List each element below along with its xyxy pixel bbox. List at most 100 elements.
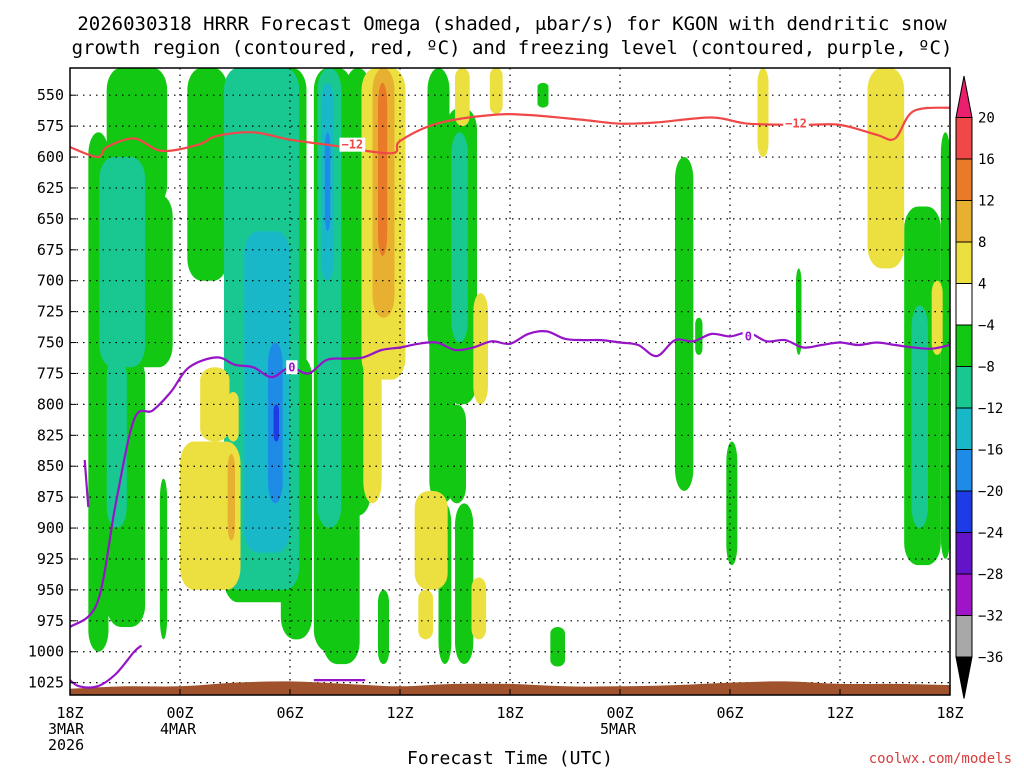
colorbar-bin-9	[955, 449, 973, 492]
freezing-label-1-bg	[286, 360, 298, 375]
omega-area-40	[227, 392, 239, 442]
freezing-level-contour	[70, 330, 950, 628]
omega-area-52	[227, 453, 235, 541]
y-tick-label-750: 750	[37, 334, 64, 352]
omega-area-45	[471, 577, 487, 640]
colorbar-bin-bottom-arrow	[955, 656, 973, 699]
y-tick-label-900: 900	[37, 519, 64, 537]
omega-area-20	[675, 157, 694, 491]
colorbar-label-1: 16	[978, 152, 995, 168]
colorbar-bin-6	[955, 324, 973, 367]
colorbar-label-6: −8	[978, 360, 995, 376]
omega-area-5	[187, 68, 228, 281]
colorbar-bin-7	[955, 366, 973, 409]
freezing-contour-small	[83, 459, 90, 508]
y-tick-label-575: 575	[37, 117, 64, 135]
y-tick-label-675: 675	[37, 241, 64, 259]
omega-area-31	[911, 305, 928, 529]
y-tick-label-1000: 1000	[28, 643, 64, 661]
x-tick-label-18-0: 12Z	[386, 704, 413, 722]
colorbar-label-2: 12	[978, 194, 995, 210]
omega-area-16	[455, 503, 474, 665]
omega-area-38	[363, 305, 382, 504]
omega-area-42	[414, 490, 448, 590]
colorbar-label-4: 4	[978, 277, 986, 293]
omega-area-41	[200, 367, 230, 442]
colorbar-label-5: −4	[978, 318, 995, 334]
y-tick-label-800: 800	[37, 395, 64, 413]
y-tick-label-600: 600	[37, 148, 64, 166]
colorbar-bin-12	[955, 573, 973, 616]
x-tick-label-42-0: 12Z	[826, 704, 853, 722]
omega-area-15	[447, 404, 466, 504]
omega-area-49	[867, 68, 905, 269]
grid-lines	[70, 68, 950, 695]
y-tick-label-625: 625	[37, 179, 64, 197]
y-tick-label-700: 700	[37, 272, 64, 290]
colorbar-label-3: 8	[978, 235, 986, 251]
y-tick-label-825: 825	[37, 426, 64, 444]
omega-area-22	[726, 441, 738, 566]
freezing-label-2: 0	[745, 329, 752, 343]
dgz-contour-minus12	[70, 106, 950, 159]
dgz-label-2: −12	[785, 117, 807, 131]
freezing-contour-bottom	[70, 644, 143, 689]
colorbar: 20 16 12 8 4 −4 −8 −12 −16 −20 −24 −28 −32 −36	[955, 75, 1003, 699]
x-tick-label-30-0: 00Z	[606, 704, 633, 722]
omega-area-35	[324, 132, 331, 232]
omega-area-48	[757, 68, 769, 158]
colorbar-bin-4	[955, 241, 973, 284]
colorbar-bin-3	[955, 200, 973, 243]
omega-area-43	[418, 589, 433, 640]
colorbar-label-13: −36	[978, 650, 1003, 666]
omega-area-36	[273, 404, 279, 442]
colorbar-bin-top-arrow	[955, 75, 973, 118]
credit-text: coolwx.com/models	[869, 751, 1012, 767]
omega-area-32	[244, 231, 290, 553]
omega-area-53	[378, 82, 388, 256]
omega-area-26	[99, 157, 146, 368]
colorbar-bin-11	[955, 532, 973, 575]
colorbar-bin-8	[955, 407, 973, 450]
y-tick-label-925: 925	[37, 550, 64, 568]
y-tick-label-875: 875	[37, 488, 64, 506]
x-tick-label-0-2: 2026	[48, 736, 84, 754]
omega-area-18	[537, 82, 549, 108]
x-tick-label-48-0: 18Z	[936, 704, 963, 722]
colorbar-label-12: −32	[978, 609, 1003, 625]
chart-title-line-2: growth region (contoured, red, ºC) and f…	[72, 37, 953, 59]
x-tick-label-6-1: 4MAR	[160, 720, 197, 738]
colorbar-bin-5	[955, 283, 973, 326]
omega-shading	[88, 68, 950, 667]
x-tick-label-0-1: 3MAR	[48, 720, 85, 738]
y-tick-label-975: 975	[37, 612, 64, 630]
contour-lines: −12 −12 0 0	[70, 106, 950, 689]
dgz-label-1: −12	[341, 138, 363, 152]
freezing-label-2-bg	[742, 329, 754, 344]
colorbar-bin-1	[955, 117, 973, 160]
colorbar-label-9: −20	[978, 484, 1003, 500]
chart-title-line-1: 2026030318 HRRR Forecast Omega (shaded, …	[77, 13, 947, 35]
colorbar-bin-2	[955, 158, 973, 201]
y-tick-label-550: 550	[37, 86, 64, 104]
freezing-label-1: 0	[288, 360, 295, 374]
colorbar-label-11: −28	[978, 567, 1003, 583]
omega-area-17	[378, 589, 389, 665]
omega-area-39	[180, 441, 241, 590]
x-tick-label-30-1: 5MAR	[600, 720, 637, 738]
omega-area-21	[695, 317, 703, 355]
x-tick-label-12-0: 06Z	[276, 704, 303, 722]
x-tick-label-24-0: 18Z	[496, 704, 523, 722]
plot-area: −12 −12 0 0	[70, 68, 950, 695]
omega-area-27	[106, 354, 127, 529]
x-axis-label: Forecast Time (UTC)	[407, 748, 613, 768]
x-tick-label-6-0: 00Z	[166, 704, 193, 722]
colorbar-label-8: −16	[978, 443, 1003, 459]
omega-area-30	[451, 132, 468, 343]
colorbar-bin-13	[955, 615, 973, 658]
x-tick-label-36-0: 06Z	[716, 704, 743, 722]
y-tick-label-950: 950	[37, 581, 64, 599]
omega-area-44	[473, 293, 488, 405]
y-axis-ticks: 550 575 600 625 650 675 700 725 750 775 800 825 850 8…	[28, 86, 76, 692]
